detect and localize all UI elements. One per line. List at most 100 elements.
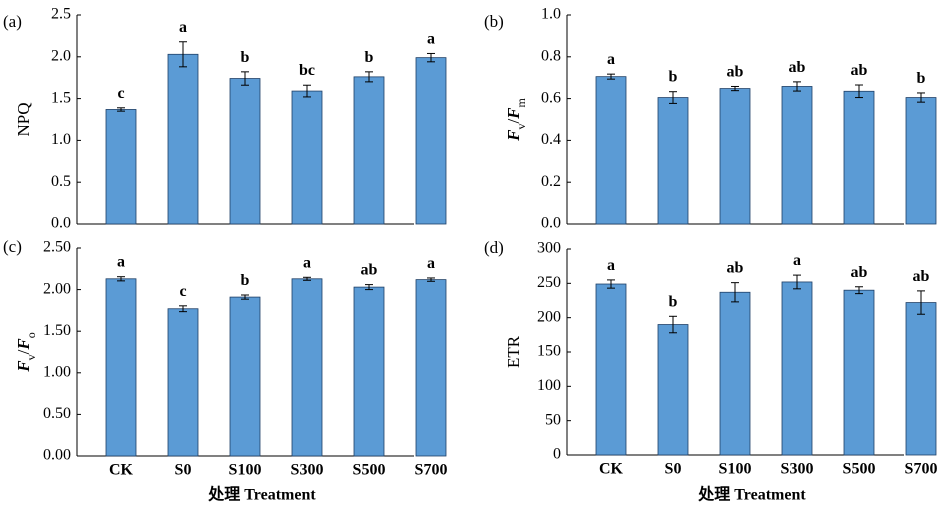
bar-S100 — [229, 78, 261, 225]
significance-letter: ab — [727, 63, 744, 80]
bar-S300 — [291, 278, 323, 457]
bar-S700 — [415, 57, 447, 225]
significance-letter: a — [117, 254, 125, 271]
significance-letter: ab — [727, 260, 744, 277]
bar-S0 — [657, 324, 689, 456]
bar-S700 — [415, 279, 447, 457]
panel-d: (d) ETR 0 50 100 150 200 250 300 a CK b S0 ab S100 a S… — [484, 238, 937, 478]
category-label: S700 — [905, 461, 938, 478]
significance-letter: c — [179, 283, 186, 300]
bar-CK — [105, 109, 137, 225]
y-tick-label: 100 — [537, 377, 561, 394]
category-label: S300 — [781, 461, 814, 478]
panel-b: (b) Fv/Fm 0.00.20.40.60.81.0ab ab ab ab b — [484, 6, 937, 232]
bar-S500 — [843, 289, 875, 456]
bar-CK — [595, 283, 627, 456]
bar-S0 — [657, 97, 689, 225]
category-label: S0 — [175, 462, 192, 479]
panel-b-plot: 0.00.20.40.60.81.0ab ab ab ab b — [541, 6, 937, 232]
significance-letter: a — [607, 257, 615, 274]
y-tick-label: 2.5 — [51, 6, 71, 23]
y-tick-label: 1.5 — [51, 89, 71, 106]
y-tick-label: 0.6 — [541, 89, 561, 106]
bar-S700 — [905, 302, 937, 456]
bar-CK — [105, 278, 137, 457]
panel-d-ylabel: ETR — [504, 335, 523, 368]
significance-letter: ab — [913, 268, 930, 285]
y-tick-label: 200 — [537, 308, 561, 325]
bar-S500 — [353, 76, 385, 225]
significance-letter: ab — [851, 62, 868, 79]
x-axis-title-left: 处理 Treatment — [207, 485, 316, 504]
significance-letter: ab — [851, 264, 868, 281]
significance-letter: a — [427, 30, 435, 47]
y-tick-label: 250 — [537, 274, 561, 291]
category-label: S0 — [665, 461, 682, 478]
panel-c-ylabel: Fv/Fo — [14, 332, 38, 372]
category-label: S100 — [719, 461, 752, 478]
panel-c-plot: 0.00 0.50 1.00 1.50 2.00 2.50 a CK c S0 b S100 a S300… — [43, 239, 447, 479]
panel-d-plot: 0 50 100 150 200 250 300 a CK b S0 ab S100 a S300 ab S50… — [537, 240, 937, 478]
significance-letter: b — [917, 70, 926, 87]
significance-letter: c — [117, 85, 124, 102]
category-label: S500 — [353, 462, 386, 479]
y-tick-label: 0.2 — [541, 173, 561, 190]
x-axis-title-right: 处理 Treatment — [697, 485, 806, 504]
panel-c-label: (c) — [3, 237, 22, 256]
bar-S100 — [719, 88, 751, 225]
y-tick-label: 0.4 — [541, 131, 561, 148]
significance-letter: a — [303, 254, 311, 271]
bar-S100 — [719, 291, 751, 456]
y-tick-label: 0.50 — [43, 405, 71, 422]
significance-letter: bc — [299, 62, 315, 79]
panel-b-ylabel: Fv/Fm — [504, 97, 528, 141]
bar-S500 — [353, 286, 385, 457]
bar-S500 — [843, 90, 875, 225]
y-tick-label: 1.0 — [541, 6, 561, 23]
category-label: S700 — [415, 462, 448, 479]
y-tick-label: 150 — [537, 343, 561, 360]
significance-letter: ab — [789, 59, 806, 76]
category-label: S300 — [291, 462, 324, 479]
y-tick-label: 0.0 — [541, 215, 561, 232]
category-label: S500 — [843, 461, 876, 478]
y-tick-label: 1.0 — [51, 131, 71, 148]
category-label: CK — [599, 461, 624, 478]
y-axis-label: Fv/Fo — [14, 332, 38, 372]
panel-c: (c) Fv/Fo 0.00 0.50 1.00 1.50 2.00 2.50 a CK c S0… — [3, 237, 447, 479]
bar-S300 — [291, 90, 323, 225]
bar-S0 — [167, 53, 199, 225]
significance-letter: a — [607, 51, 615, 68]
significance-letter: a — [793, 252, 801, 269]
y-tick-label: 0.5 — [51, 173, 71, 190]
y-tick-label: 1.00 — [43, 363, 71, 380]
significance-letter: b — [669, 69, 678, 86]
y-tick-label: 0.00 — [43, 447, 71, 464]
y-axis-label: Fv/Fm — [504, 97, 528, 141]
significance-letter: a — [179, 19, 187, 36]
y-tick-label: 0.0 — [51, 215, 71, 232]
y-tick-label: 0 — [553, 446, 561, 463]
panel-a-ylabel: NPQ — [14, 102, 33, 136]
panel-a-label: (a) — [3, 12, 22, 31]
significance-letter: b — [365, 49, 374, 66]
bar-S300 — [781, 86, 813, 225]
category-label: CK — [109, 462, 134, 479]
bar-S0 — [167, 308, 199, 457]
category-label: S100 — [229, 462, 262, 479]
y-tick-label: 1.50 — [43, 322, 71, 339]
y-tick-label: 50 — [545, 411, 561, 428]
panel-d-label: (d) — [484, 238, 504, 257]
y-axis-label: ETR — [504, 335, 523, 368]
bar-CK — [595, 76, 627, 225]
y-tick-label: 2.0 — [51, 47, 71, 64]
panel-a: (a) NPQ 0.0 0.5 1.0 1.5 2.0 2.5 c a b bc b a — [3, 6, 447, 232]
y-tick-label: 300 — [537, 240, 561, 257]
panel-a-plot: 0.0 0.5 1.0 1.5 2.0 2.5 c a b bc b a — [51, 6, 447, 232]
y-tick-label: 2.50 — [43, 239, 71, 256]
y-tick-label: 2.00 — [43, 280, 71, 297]
bar-S700 — [905, 97, 937, 225]
y-tick-label: 0.8 — [541, 47, 561, 64]
significance-letter: a — [427, 255, 435, 272]
